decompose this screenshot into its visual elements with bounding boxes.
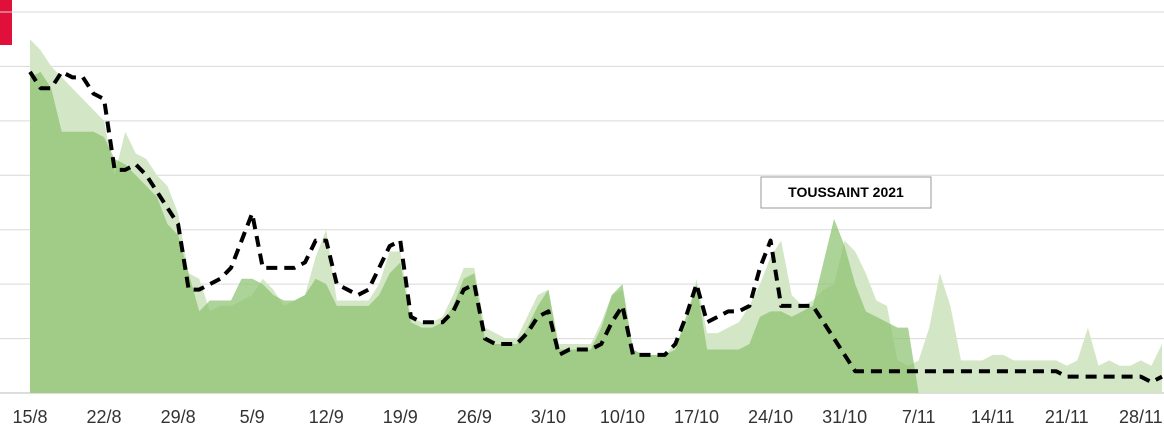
x-tick-label: 26/9 <box>457 407 492 427</box>
line <box>28 69 1163 385</box>
annotation: TOUSSAINT 2021 <box>788 184 904 200</box>
x-tick-label: 31/10 <box>822 407 867 427</box>
x-tick-label: 5/9 <box>240 407 265 427</box>
area <box>30 71 1162 393</box>
x-tick-label: 12/9 <box>309 407 344 427</box>
x-tick-label: 3/10 <box>531 407 566 427</box>
x-tick-label: 24/10 <box>748 407 793 427</box>
labels: 15/8 22/8 29/8 5/9 12/9 19/9 26/9 3/10 10/10 17/1… <box>12 176 1163 427</box>
x-tick-label: 21/11 <box>1045 407 1089 427</box>
x-tick-label: 7/11 <box>902 407 936 427</box>
x-tick-label: 14/11 <box>971 407 1015 427</box>
annotation-box <box>760 176 932 209</box>
brand-mark <box>0 0 12 45</box>
x-tick-label: 29/8 <box>161 407 196 427</box>
x-tick-label: 19/9 <box>383 407 418 427</box>
x-tick-label: 22/8 <box>87 407 122 427</box>
x-tick-label: 28/11 <box>1119 407 1163 427</box>
x-tick-label: 10/10 <box>600 407 645 427</box>
x-tick-label: 15/8 <box>12 407 47 427</box>
x-tick-label: 17/10 <box>674 407 719 427</box>
marks <box>28 39 1163 393</box>
